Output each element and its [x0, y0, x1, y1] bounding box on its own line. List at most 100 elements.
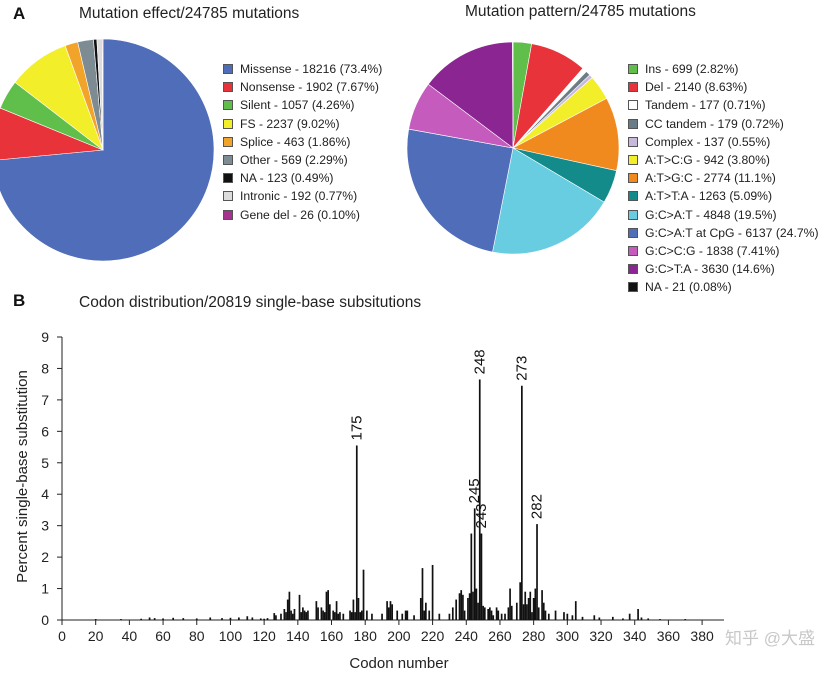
legend-label: NA - 21 (0.08%) — [645, 280, 732, 295]
pie1-legend-item: Nonsense - 1902 (7.67%) — [223, 78, 382, 96]
bar-codon-179 — [362, 569, 365, 620]
legend-swatch — [223, 64, 233, 75]
pie2-legend-item: G:C>A:T at CpG - 6137 (24.7%) — [628, 224, 819, 242]
bar-codon-256 — [492, 615, 495, 620]
bar-codon-88 — [209, 617, 212, 620]
pie2-legend-item: A:T>C:G - 942 (3.80%) — [628, 151, 819, 169]
legend-swatch — [628, 82, 638, 93]
bar-codon-289 — [547, 613, 550, 620]
bar-codon-130 — [280, 613, 282, 620]
bar-codon-259 — [497, 610, 500, 620]
legend-swatch — [223, 191, 233, 202]
pie2-slice-11 — [427, 41, 514, 149]
legend-swatch — [628, 282, 638, 293]
x-tick-label: 60 — [155, 628, 171, 644]
bar-codon-122 — [266, 618, 269, 620]
bar-codon-283 — [537, 607, 540, 620]
bar-codon-158 — [327, 590, 329, 620]
legend-swatch — [223, 173, 233, 184]
legend-label: NA - 123 (0.49%) — [240, 171, 334, 186]
bar-codon-285 — [541, 590, 543, 620]
bar-codon-282 — [536, 524, 538, 620]
pie2-legend-item: A:T>G:C - 2774 (11.1%) — [628, 169, 819, 187]
bar-codon-196 — [391, 604, 394, 620]
pie2-slice-8 — [492, 147, 605, 255]
bar-codon-155 — [322, 610, 324, 620]
pie2-legend-item: G:C>T:A - 3630 (14.6%) — [628, 260, 819, 278]
y-tick-label: 3 — [41, 518, 49, 534]
pie1-slice-8 — [101, 38, 104, 151]
bar-codon-254 — [489, 607, 491, 620]
bar-codon-247 — [477, 602, 479, 620]
bar-codon-355 — [659, 619, 661, 620]
bar-codon-195 — [389, 601, 392, 620]
bar-codon-214 — [421, 568, 424, 620]
bar-codon-316 — [593, 615, 596, 620]
bar-codon-250 — [482, 605, 484, 620]
x-tick-label: 180 — [354, 628, 378, 644]
legend-swatch — [628, 227, 638, 238]
legend-swatch — [223, 209, 233, 220]
bar-codon-133 — [285, 612, 287, 620]
x-tick-label: 380 — [690, 628, 714, 644]
bar-codon-270 — [515, 602, 518, 620]
bar-codon-110 — [246, 616, 249, 620]
bar-codon-161 — [332, 610, 335, 620]
bar-codon-72 — [182, 618, 185, 620]
annotation-codon-245: 245 — [466, 478, 483, 503]
x-tick-label: 100 — [219, 628, 243, 644]
x-tick-label: 300 — [556, 628, 580, 644]
pie1-legend-item: Splice - 463 (1.86%) — [223, 133, 382, 151]
bar-codon-333 — [622, 618, 624, 620]
bar-codon-309 — [581, 616, 584, 620]
bar-codon-209 — [413, 615, 415, 620]
bar-codon-298 — [563, 612, 565, 620]
pie1-legend-item: FS - 2237 (9.02%) — [223, 115, 382, 133]
panel-a-letter: A — [13, 4, 26, 23]
legend-label: CC tandem - 179 (0.72%) — [645, 116, 784, 131]
x-tick-label: 340 — [623, 628, 647, 644]
bar-codon-224 — [438, 613, 441, 620]
bar-codon-242 — [468, 593, 471, 620]
bar-codon-151 — [315, 601, 318, 620]
bar-codon-194 — [387, 607, 390, 620]
x-tick-label: 220 — [421, 628, 445, 644]
bar-chart-title: Codon distribution/20819 single-base sub… — [79, 294, 422, 311]
bar-codon-245 — [473, 508, 476, 620]
legend-swatch — [628, 173, 638, 184]
bar-codon-174 — [354, 612, 356, 620]
bar-codon-216 — [425, 602, 427, 620]
bar-codon-95 — [221, 618, 223, 620]
bar-codon-178 — [360, 610, 363, 620]
bar-codon-35 — [120, 619, 122, 620]
bar-codon-236 — [458, 593, 461, 620]
bar-codon-337 — [628, 613, 631, 620]
bar-codon-293 — [554, 610, 557, 620]
pie2-title: Mutation pattern/24785 mutations — [465, 3, 696, 20]
legend-label: A:T>C:G - 942 (3.80%) — [645, 153, 770, 168]
bar-codon-60 — [162, 618, 164, 620]
bar-codon-273 — [521, 385, 523, 620]
bar-codon-232 — [451, 607, 454, 620]
bar-codon-286 — [542, 602, 545, 620]
bar-codon-138 — [293, 608, 296, 620]
legend-label: Other - 569 (2.29%) — [240, 153, 348, 168]
legend-label: A:T>G:C - 2774 (11.1%) — [645, 171, 776, 186]
watermark: 知乎 @大盛 — [725, 629, 815, 648]
pie1-legend-item: Missense - 18216 (73.4%) — [223, 60, 382, 78]
bar-codon-303 — [571, 615, 574, 620]
bar-codon-276 — [526, 604, 528, 620]
bar-codon-152 — [317, 607, 319, 620]
pie1-legend-item: Other - 569 (2.29%) — [223, 151, 382, 169]
legend-label: G:C>A:T at CpG - 6137 (24.7%) — [645, 225, 819, 240]
bar-codon-230 — [448, 613, 451, 620]
bar-codon-132 — [283, 608, 286, 620]
pie2-legend: Ins - 699 (2.82%) Del - 2140 (8.63%) Tande… — [628, 60, 819, 296]
legend-swatch — [628, 64, 638, 75]
bar-codon-105 — [238, 617, 240, 620]
bar-codon-342 — [637, 608, 639, 620]
bar-codon-237 — [460, 590, 463, 620]
legend-label: Nonsense - 1902 (7.67%) — [240, 80, 379, 95]
